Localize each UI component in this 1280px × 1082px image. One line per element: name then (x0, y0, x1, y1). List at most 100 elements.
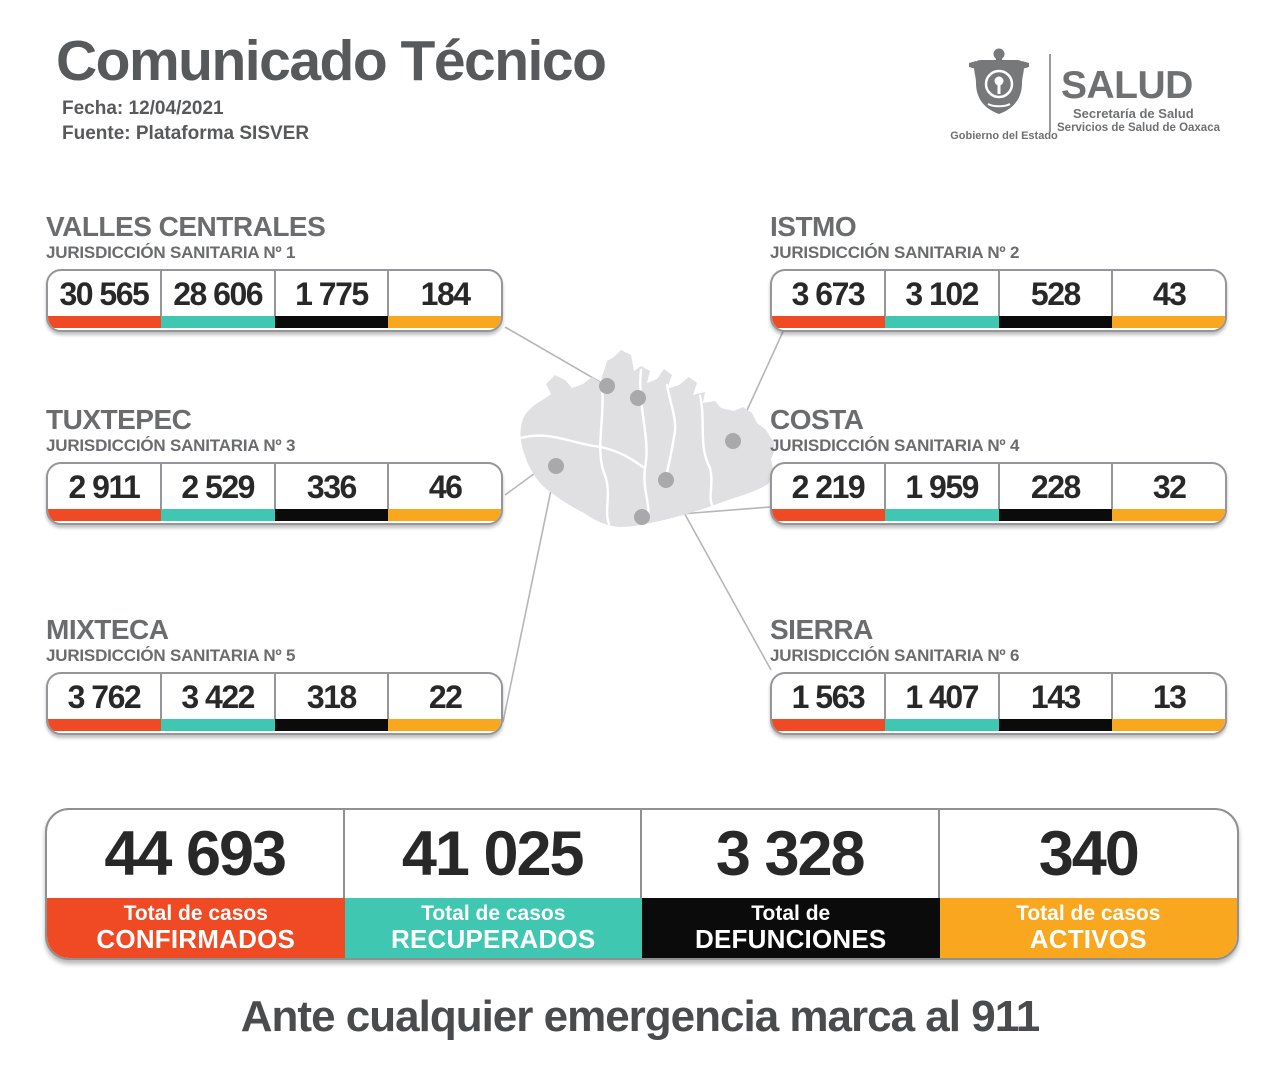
total-deaths-label: Total de DEFUNCIONES (642, 898, 940, 958)
map-connector-lines (502, 324, 787, 723)
confirmed-value: 3 673 (772, 271, 886, 316)
active-value: 13 (1152, 679, 1187, 715)
recovered-value: 1 407 (886, 674, 1000, 719)
region-stats-card: 3 673 3 102 528 43 (770, 269, 1227, 332)
region-stats-card: 30 565 28 606 1 775 184 (46, 269, 503, 332)
region-jurisdiction: JURISDICCIÓN SANITARIA Nº 1 (46, 243, 296, 262)
salud-logo-block: Gobierno del Estado SALUD Secretaría de … (948, 42, 1248, 150)
dot-istmo (725, 433, 741, 449)
confirmed-bar (48, 719, 162, 731)
date-label: Fecha: 12/04/2021 (62, 98, 224, 119)
confirmed-value: 1 563 (772, 674, 886, 719)
active-value: 32 (1152, 469, 1187, 505)
region-jurisdiction: JURISDICCIÓN SANITARIA Nº 6 (770, 646, 1020, 665)
deaths-value: 1 775 (276, 271, 390, 316)
region-name: SIERRA (770, 614, 873, 645)
label-line-1: Total de casos (123, 901, 268, 925)
total-active-label: Total de casos ACTIVOS (939, 898, 1237, 958)
recovered-bar (161, 719, 275, 731)
deaths-bar (274, 509, 388, 521)
active-bar (1111, 316, 1225, 328)
active-value: 22 (428, 679, 463, 715)
confirmed-value: 3 762 (48, 674, 162, 719)
region-name: ISTMO (770, 211, 857, 242)
dot-sierra (658, 472, 674, 488)
region-istmo: ISTMO JURISDICCIÓN SANITARIA Nº 2 3 673 … (770, 212, 1227, 332)
page-title: Comunicado Técnico (56, 29, 607, 93)
total-recovered-column: 41 025 Total de casos RECUPERADOS (344, 810, 642, 958)
confirmed-bar (48, 509, 162, 521)
servicios-label: Servicios de Salud de Oaxaca (1057, 122, 1220, 134)
confirmed-bar (48, 316, 162, 328)
confirmed-bar (772, 509, 886, 521)
region-mixteca: MIXTECA JURISDICCIÓN SANITARIA Nº 5 3 76… (46, 615, 503, 735)
total-active-column: 340 Total de casos ACTIVOS (939, 810, 1237, 958)
active-bar (1111, 509, 1225, 521)
recovered-value: 1 959 (886, 464, 1000, 509)
dot-valles-centrales (599, 378, 615, 394)
region-jurisdiction: JURISDICCIÓN SANITARIA Nº 4 (770, 436, 1020, 455)
deaths-bar (998, 316, 1112, 328)
active-value: 46 (428, 469, 463, 505)
recovered-bar (885, 719, 999, 731)
recovered-value: 28 606 (162, 271, 276, 316)
confirmed-value: 2 219 (772, 464, 886, 509)
map-region-dots (548, 378, 741, 525)
region-name: TUXTEPEC (46, 404, 192, 435)
total-recovered-value: 41 025 (345, 810, 642, 898)
category-color-bar (772, 719, 1225, 731)
deaths-value: 143 (1000, 674, 1114, 719)
region-name: MIXTECA (46, 614, 169, 645)
deaths-value: 318 (276, 674, 390, 719)
government-label: Gobierno del Estado (950, 130, 1058, 142)
recovered-value: 2 529 (162, 464, 276, 509)
category-color-bar (772, 509, 1225, 521)
deaths-bar (274, 719, 388, 731)
active-bar (387, 316, 501, 328)
total-recovered-label: Total de casos RECUPERADOS (344, 898, 642, 958)
confirmed-bar (772, 316, 886, 328)
active-value: 43 (1152, 276, 1187, 312)
region-name: VALLES CENTRALES (46, 211, 326, 242)
confirmed-bar (772, 719, 886, 731)
dot-tuxtepec (630, 390, 646, 406)
deaths-value: 336 (276, 464, 390, 509)
region-stats-card: 2 911 2 529 336 46 (46, 462, 503, 525)
total-confirmed-label: Total de casos CONFIRMADOS (47, 898, 345, 958)
region-name: COSTA (770, 404, 864, 435)
active-bar (387, 719, 501, 731)
recovered-value: 3 102 (886, 271, 1000, 316)
region-stats-card: 1 563 1 407 143 13 (770, 672, 1227, 735)
dot-costa (634, 509, 650, 525)
label-line-2: RECUPERADOS (391, 924, 596, 955)
region-stats-card: 2 219 1 959 228 32 (770, 462, 1227, 525)
recovered-value: 3 422 (162, 674, 276, 719)
salud-wordmark: SALUD (1061, 64, 1193, 107)
coat-of-arms-icon (969, 48, 1029, 114)
recovered-bar (161, 509, 275, 521)
confirmed-value: 30 565 (48, 271, 162, 316)
logo-divider (1049, 54, 1051, 132)
category-color-bar (772, 316, 1225, 328)
recovered-bar (885, 509, 999, 521)
totals-summary-card: 44 693 Total de casos CONFIRMADOS 41 025… (45, 808, 1239, 960)
recovered-bar (885, 316, 999, 328)
active-bar (387, 509, 501, 521)
region-costa: COSTA JURISDICCIÓN SANITARIA Nº 4 2 219 … (770, 405, 1227, 525)
deaths-bar (998, 509, 1112, 521)
map-internal-borders (519, 368, 714, 526)
label-line-2: DEFUNCIONES (695, 924, 887, 955)
label-line-1: Total de casos (1016, 901, 1161, 925)
total-confirmed-column: 44 693 Total de casos CONFIRMADOS (47, 810, 345, 958)
deaths-bar (998, 719, 1112, 731)
category-color-bar (48, 719, 501, 731)
recovered-bar (161, 316, 275, 328)
region-jurisdiction: JURISDICCIÓN SANITARIA Nº 2 (770, 243, 1020, 262)
total-active-value: 340 (1038, 819, 1140, 889)
total-deaths-value: 3 328 (642, 810, 940, 898)
label-line-2: ACTIVOS (1029, 924, 1147, 955)
deaths-value: 528 (1000, 271, 1114, 316)
region-tuxtepec: TUXTEPEC JURISDICCIÓN SANITARIA Nº 3 2 9… (46, 405, 503, 525)
label-line-2: CONFIRMADOS (96, 924, 296, 955)
